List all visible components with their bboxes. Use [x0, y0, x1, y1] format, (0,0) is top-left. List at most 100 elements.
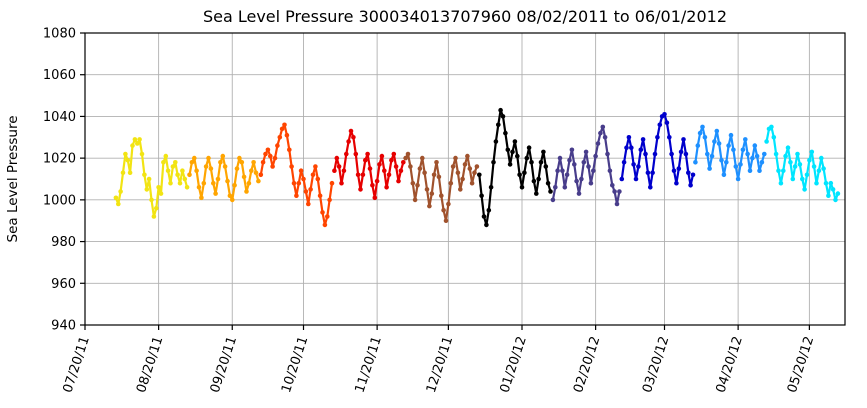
- data-point-marker: [313, 164, 318, 169]
- data-point-marker: [144, 187, 150, 192]
- data-point-marker: [728, 132, 734, 138]
- data-point-marker: [631, 162, 636, 167]
- data-point-marker: [401, 160, 406, 165]
- data-point-marker: [828, 180, 834, 186]
- data-point-marker: [260, 160, 266, 165]
- data-point-marker: [664, 120, 670, 125]
- data-point-marker: [526, 145, 532, 150]
- data-point-marker: [797, 162, 803, 167]
- data-point-marker: [391, 151, 397, 157]
- data-point-marker: [640, 137, 646, 142]
- series-line: [333, 129, 405, 199]
- y-tick-label: 940: [51, 319, 76, 334]
- series-may-2012: [764, 124, 841, 203]
- data-point-marker: [405, 151, 411, 157]
- data-point-marker: [576, 191, 582, 196]
- data-point-marker: [567, 157, 572, 163]
- data-point-marker: [512, 139, 518, 144]
- data-point-marker: [555, 168, 560, 173]
- y-tick-label: 960: [51, 277, 76, 292]
- data-point-marker: [443, 218, 449, 223]
- data-point-marker: [591, 168, 596, 173]
- data-point-marker: [548, 189, 553, 194]
- x-tick-label: 07/20/11: [60, 335, 92, 395]
- data-point-marker: [270, 164, 275, 169]
- data-point-marker: [750, 155, 755, 161]
- x-tick-label: 02/20/12: [571, 335, 603, 395]
- data-point-marker: [170, 164, 176, 169]
- data-point-marker: [823, 180, 829, 186]
- data-point-marker: [180, 168, 185, 173]
- y-tick-label: 1000: [43, 193, 76, 208]
- data-point-marker: [398, 168, 404, 173]
- data-point-marker: [127, 170, 133, 175]
- data-point-marker: [139, 151, 145, 157]
- data-point-marker: [379, 153, 385, 159]
- data-point-marker: [481, 214, 487, 219]
- data-point-marker: [431, 172, 437, 178]
- data-point-marker: [336, 164, 342, 169]
- data-point-marker: [358, 187, 363, 192]
- data-point-marker: [648, 185, 653, 190]
- data-point-marker: [688, 183, 693, 188]
- data-point-marker: [310, 172, 316, 178]
- data-point-marker: [355, 172, 361, 178]
- data-point-marker: [277, 135, 283, 140]
- data-point-marker: [769, 124, 774, 130]
- data-point-marker: [149, 197, 154, 203]
- data-point-marker: [572, 162, 577, 167]
- data-point-marker: [515, 153, 520, 159]
- data-point-marker: [621, 160, 627, 165]
- x-tick-label: 01/20/12: [497, 335, 529, 395]
- data-point-marker: [384, 185, 389, 190]
- data-point-marker: [446, 201, 451, 207]
- data-point-marker: [731, 147, 736, 153]
- data-point-marker: [762, 151, 767, 157]
- data-point-marker: [422, 170, 427, 175]
- data-point-marker: [747, 168, 753, 173]
- y-axis-label: Sea Level Pressure: [5, 115, 21, 242]
- data-point-marker: [154, 205, 159, 211]
- data-point-marker: [754, 153, 760, 159]
- data-point-marker: [802, 187, 807, 192]
- data-point-marker: [778, 180, 784, 186]
- data-point-marker: [175, 172, 180, 178]
- data-point-marker: [396, 178, 401, 184]
- x-tick-label: 03/20/12: [640, 335, 672, 395]
- data-point-marker: [322, 222, 328, 228]
- x-tick-label: 10/20/11: [279, 335, 311, 395]
- data-point-marker: [553, 185, 558, 190]
- data-point-marker: [593, 153, 598, 159]
- data-point-marker: [325, 214, 330, 219]
- data-point-marker: [132, 137, 138, 142]
- data-point-marker: [562, 185, 568, 190]
- data-point-marker: [272, 155, 278, 161]
- data-point-marker: [719, 157, 724, 163]
- x-tick-label: 09/20/11: [208, 335, 240, 395]
- data-point-marker: [120, 170, 126, 175]
- data-point-marker: [194, 168, 199, 173]
- data-point-marker: [137, 137, 142, 142]
- data-point-marker: [173, 160, 178, 165]
- data-point-marker: [372, 195, 378, 201]
- data-point-marker: [804, 172, 810, 178]
- data-point-marker: [835, 191, 841, 196]
- data-point-marker: [332, 168, 337, 173]
- data-point-marker: [662, 112, 667, 117]
- data-point-marker: [697, 130, 703, 136]
- data-point-marker: [151, 214, 157, 219]
- data-point-marker: [545, 180, 551, 186]
- x-tick-label: 04/20/12: [714, 335, 746, 395]
- data-point-marker: [429, 191, 435, 196]
- data-point-marker: [503, 130, 508, 136]
- data-point-marker: [707, 166, 712, 171]
- data-point-marker: [206, 155, 211, 161]
- data-point-marker: [182, 176, 188, 182]
- data-point-marker: [543, 164, 549, 169]
- data-point-marker: [809, 149, 815, 155]
- data-point-marker: [671, 168, 677, 173]
- data-point-marker: [522, 170, 527, 175]
- data-point-marker: [474, 164, 480, 169]
- data-point-marker: [795, 151, 800, 157]
- data-point-marker: [460, 176, 465, 182]
